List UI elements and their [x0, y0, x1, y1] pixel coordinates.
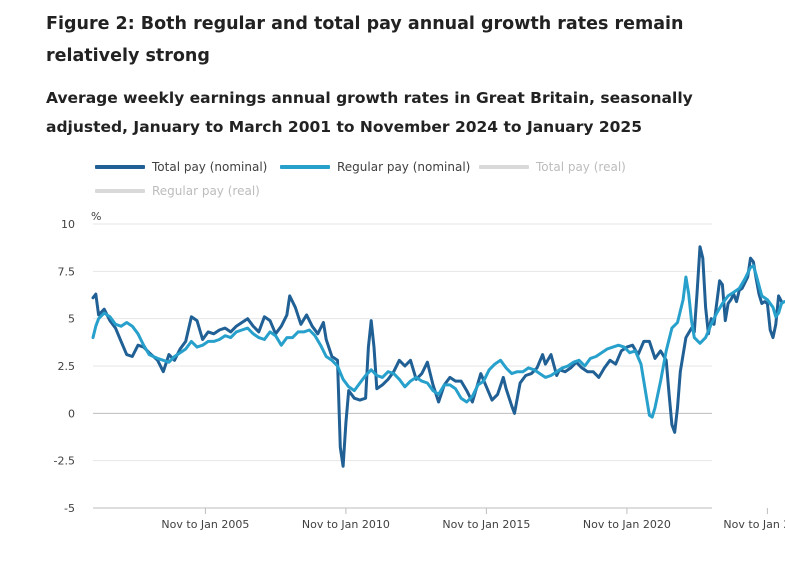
y-tick-label: 2.5	[58, 360, 76, 373]
series-line-regular-pay-nominal[interactable]	[91, 264, 785, 419]
legend-item-regular-pay-nominal[interactable]: Regular pay (nominal)	[280, 157, 470, 177]
legend-label-total-pay-nominal: Total pay (nominal)	[152, 160, 268, 174]
legend-swatch-regular-pay-real	[95, 189, 145, 193]
legend-item-total-pay-nominal[interactable]: Total pay (nominal)	[95, 157, 267, 177]
legend-label-total-pay-real: Total pay (real)	[536, 160, 626, 174]
y-axis-unit-label: %	[91, 210, 101, 223]
legend-swatch-total-pay-real	[479, 165, 529, 169]
y-tick-label: 0	[68, 407, 75, 420]
legend-label-regular-pay-real: Regular pay (real)	[152, 184, 260, 198]
x-tick-label: Nov to Jan 2015	[442, 518, 530, 531]
x-tick-label: Nov to Jan 2020	[583, 518, 671, 531]
series-line-total-pay-nominal[interactable]	[91, 245, 783, 468]
axes: -5 -2.5 0 2.5 5 7.5 10 Nov to Jan 2005 Nov to Ja…	[54, 218, 785, 531]
x-tick-label: Nov to Jan 2010	[302, 518, 390, 531]
figure-subtitle: Average weekly earnings annual growth ra…	[46, 89, 693, 136]
legend-swatch-regular-pay-nominal	[280, 165, 330, 169]
legend-swatch-total-pay-nominal	[95, 165, 145, 169]
y-tick-label: 7.5	[58, 265, 76, 278]
y-tick-label: 10	[61, 218, 75, 231]
figure-title: Figure 2: Both regular and total pay ann…	[46, 14, 684, 66]
legend-item-total-pay-real[interactable]: Total pay (real)	[479, 157, 626, 177]
y-tick-label: -2.5	[54, 455, 75, 468]
y-tick-label: 5	[68, 313, 75, 326]
legend-item-regular-pay-real[interactable]: Regular pay (real)	[95, 181, 260, 201]
y-tick-label: -5	[64, 502, 75, 515]
x-tick-label: Nov to Jan 2005	[161, 518, 249, 531]
series-lines	[91, 245, 785, 468]
gridlines	[93, 223, 712, 509]
x-tick-label: Nov to Jan 2025	[723, 518, 785, 531]
legend-label-regular-pay-nominal: Regular pay (nominal)	[337, 160, 471, 174]
